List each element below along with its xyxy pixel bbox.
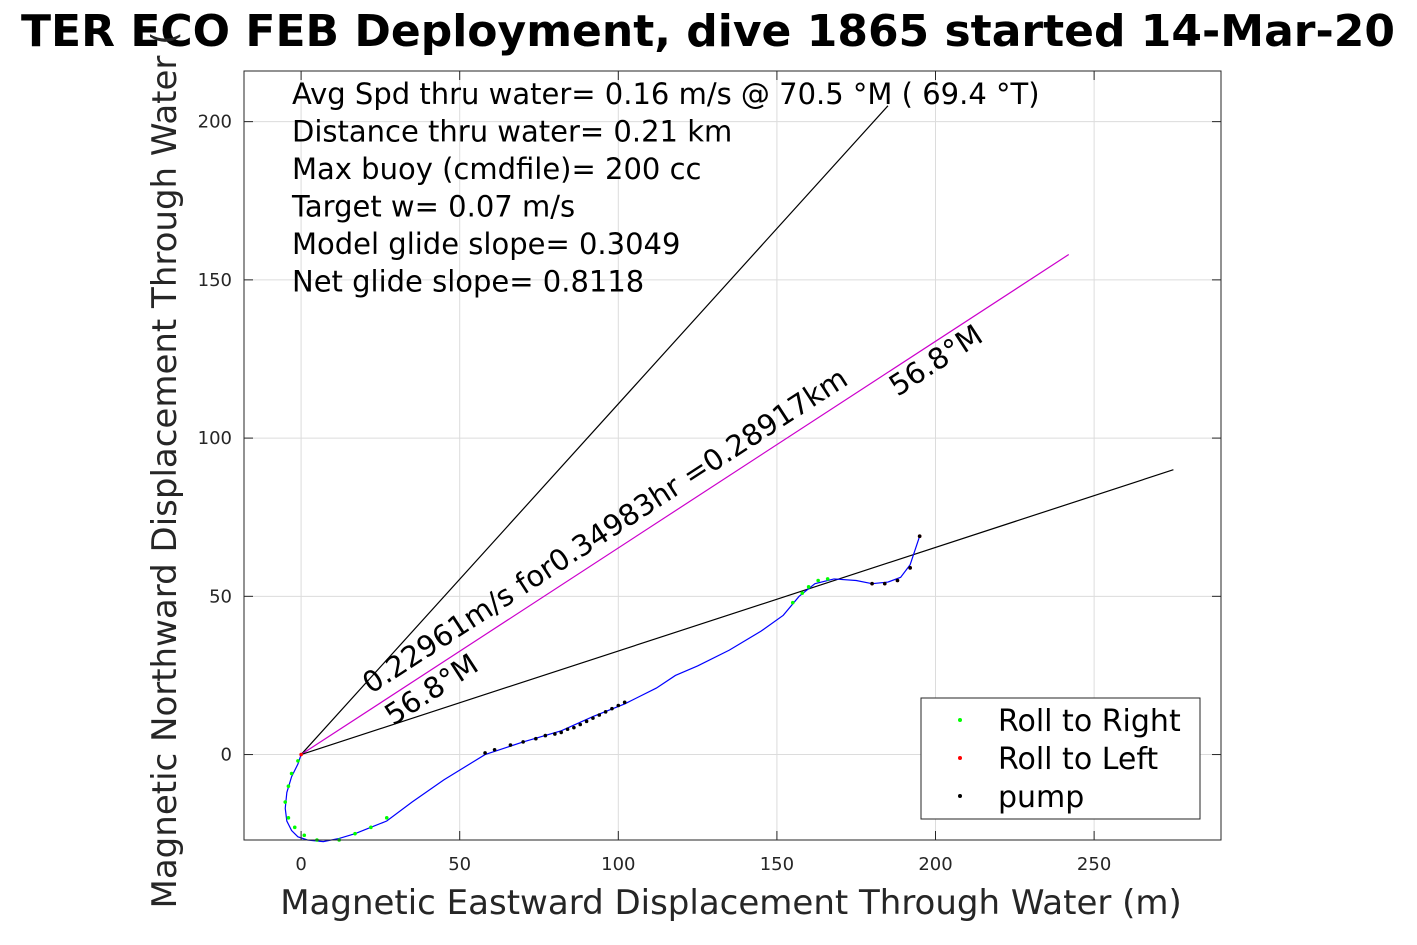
roll-to-right-point [289,771,294,776]
y-tick-label: 0 [221,745,232,766]
x-tick-label: 100 [601,854,635,875]
annotation-label: 0.22961m/s for0.34983hr =0.28917km [356,361,853,700]
stat-line: Target w= 0.07 m/s [291,190,575,224]
pump-point [622,700,627,705]
reference-line [300,105,889,755]
roll-to-right-point [286,784,291,789]
y-tick-label: 50 [209,586,232,607]
legend-marker [958,756,962,760]
legend-marker [958,718,962,722]
legend-label: Roll to Right [998,704,1181,739]
pump-point [534,736,538,741]
legend-box [920,697,1201,820]
stat-line: Max buoy (cmdfile)= 200 cc [292,152,701,186]
reference-line [300,469,1174,756]
pump-point [543,733,548,738]
x-axis-label: Magnetic Eastward Displacement Through W… [280,883,1182,923]
roll-to-right-point [296,759,300,763]
pump-point [559,730,564,735]
pump-point [870,581,874,586]
annotations: 0.22961m/s for0.34983hr =0.28917km56.8°M… [356,318,988,732]
pump-point [483,751,487,755]
x-tick-label: 50 [448,854,471,875]
pump-point [553,732,557,736]
stat-line: Net glide slope= 0.8118 [292,265,644,299]
roll-to-right-point [800,591,805,595]
legend-marker [958,794,962,798]
y-axis-label: Magnetic Northward Displacement Through … [145,32,185,909]
stat-line: Distance thru water= 0.21 km [292,115,732,149]
roll-to-right-point [825,577,830,581]
roll-to-right-point [816,578,820,583]
roll-to-right-point [806,585,811,589]
pump-point [591,716,595,720]
pump-point [584,719,589,724]
roll-to-right-point [369,825,373,830]
roll-to-right-point [384,816,389,820]
y-tick-label: 150 [198,270,232,291]
legend-label: pump [998,780,1084,815]
reference-lines [300,105,1174,756]
roll-to-right-point [286,816,291,820]
roll-to-right-point [292,825,297,830]
track-series-line [284,536,921,843]
stats-text-block: Avg Spd thru water= 0.16 m/s @ 70.5 °M (… [291,77,1040,299]
track-line [284,536,921,843]
y-tick-label: 200 [198,112,232,133]
axis-ticks: 0 50 100 150 200 250 0 50 100 150 200 [198,71,1221,875]
pump-point [603,710,608,714]
roll-to-right-point [790,600,795,605]
stat-line: Avg Spd thru water= 0.16 m/s @ 70.5 °M (… [292,77,1040,111]
pump-point [616,703,621,708]
roll-to-right-point [283,800,288,804]
pump-point [572,725,576,730]
pump-point [917,534,922,538]
x-tick-label: 200 [918,854,952,875]
x-tick-label: 0 [295,854,306,875]
pump-point [565,727,570,732]
pump-point [578,722,583,727]
roll-to-right-point [302,833,307,838]
x-tick-label: 150 [760,854,794,875]
reference-line [300,254,1070,756]
roll-to-right-point [353,831,357,836]
grid-lines [244,71,1221,840]
pump-point [597,713,602,717]
x-tick-label: 250 [1077,854,1111,875]
track-markers [283,534,922,842]
chart-title: TER ECO FEB Deployment, dive 1865 starte… [21,6,1395,57]
pump-point [508,743,513,747]
plot-frame [243,70,1222,841]
pump-point [610,706,614,711]
roll-to-left-point [299,752,303,757]
stat-line: Model glide slope= 0.3049 [292,227,680,261]
pump-point [882,581,887,586]
pump-point [521,740,525,744]
pump-point [908,566,912,570]
y-tick-label: 100 [198,428,232,449]
legend-label: Roll to Left [998,742,1158,777]
pump-point [895,578,900,583]
pump-point [492,748,497,752]
